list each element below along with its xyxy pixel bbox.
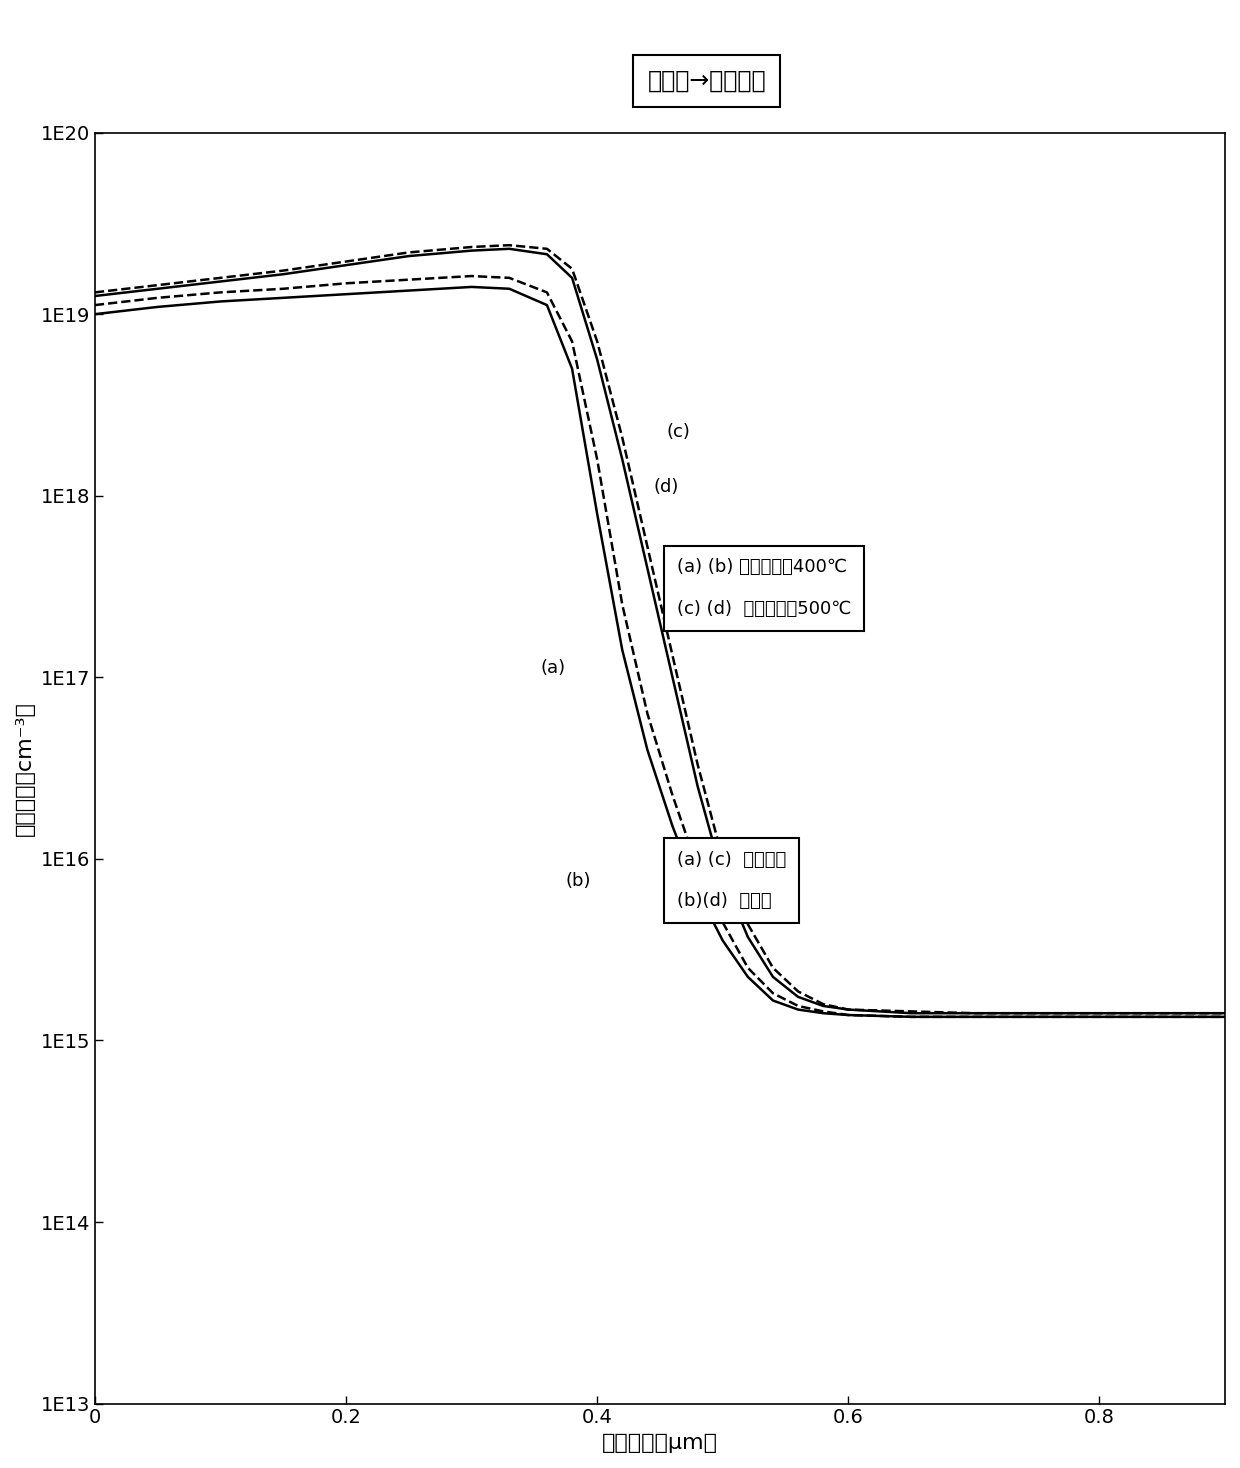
- Text: (c): (c): [666, 423, 691, 442]
- Text: (a) (c)  集电极层

(b)(d)  分离层: (a) (c) 集电极层 (b)(d) 分离层: [677, 850, 786, 910]
- X-axis label: 扩散深度（μm）: 扩散深度（μm）: [601, 1433, 718, 1453]
- Text: (a) (b) 离子注入时400℃

(c) (d)  离子注入时500℃: (a) (b) 离子注入时400℃ (c) (d) 离子注入时500℃: [677, 558, 852, 618]
- Text: (b): (b): [565, 872, 591, 890]
- Text: (a): (a): [541, 659, 565, 677]
- Text: (d): (d): [653, 477, 680, 496]
- Text: 炉退火→激光退火: 炉退火→激光退火: [647, 69, 766, 92]
- Y-axis label: 杂质浓度（cm⁻³）: 杂质浓度（cm⁻³）: [15, 700, 35, 835]
